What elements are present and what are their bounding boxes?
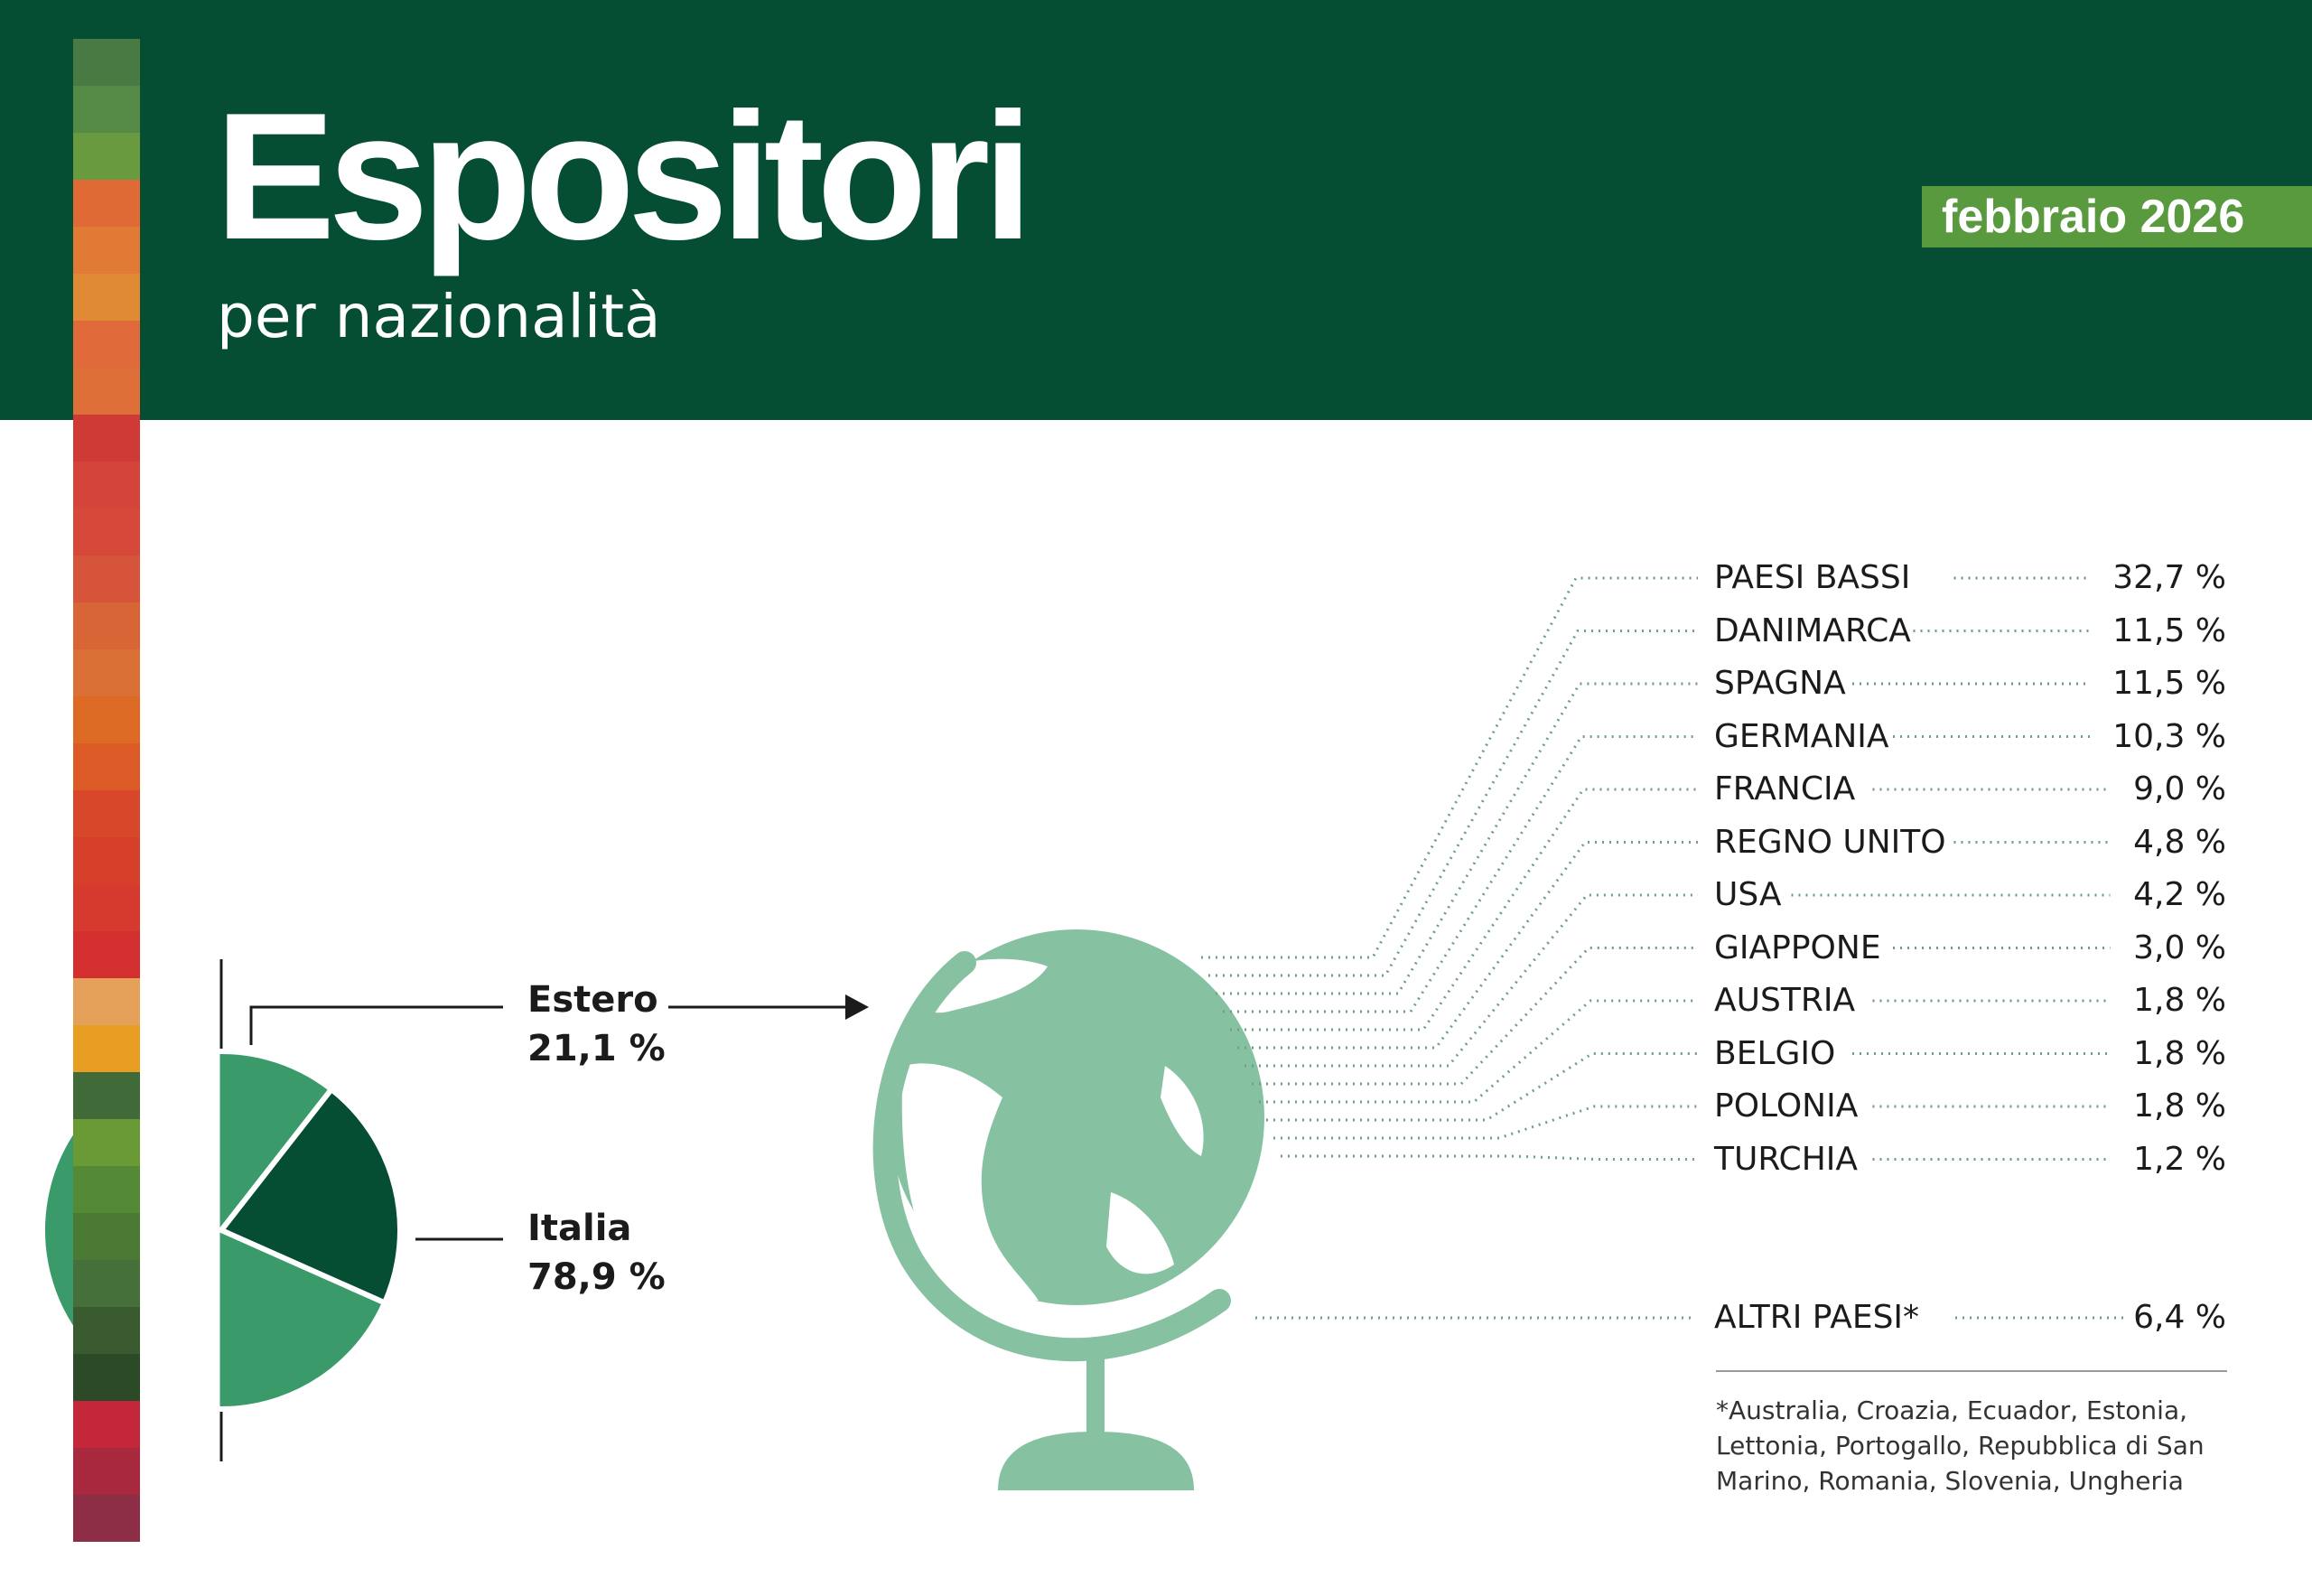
stripe-segment (73, 1119, 140, 1166)
country-connector-line (1216, 682, 1698, 995)
country-connector-line (1281, 1154, 1698, 1161)
country-name: BELGIO (1714, 1034, 1836, 1072)
decorative-color-stripe (73, 39, 140, 1596)
stripe-segment (73, 321, 140, 368)
stripe-segment (73, 649, 140, 696)
other-countries-name: ALTRI PAESI* (1714, 1299, 1920, 1336)
stripe-segment (73, 978, 140, 1025)
country-value: 1,8 % (2133, 982, 2226, 1019)
country-connector-line (1273, 1105, 1698, 1140)
pie-mask (135, 1033, 220, 1427)
country-name: USA (1714, 876, 1782, 913)
stripe-segment (73, 1354, 140, 1401)
country-connector-line (1201, 576, 1698, 959)
stripe-segment (73, 743, 140, 790)
country-connector-line (1252, 947, 1698, 1086)
stripe-segment (73, 509, 140, 555)
country-connector-line (1266, 1052, 1698, 1122)
stripe-segment (73, 555, 140, 602)
stripe-segment (73, 884, 140, 931)
stripe-segment (73, 86, 140, 133)
country-name: GIAPPONE (1714, 929, 1881, 966)
italia-label-value: 78,9 % (527, 1256, 666, 1298)
stripe-segment (73, 133, 140, 180)
country-name: DANIMARCA (1714, 611, 1911, 649)
stripe-segment (73, 1072, 140, 1119)
stripe-segment (73, 368, 140, 415)
country-connector-line (1223, 735, 1698, 1013)
stripe-segment (73, 415, 140, 462)
stripe-segment (73, 1495, 140, 1542)
page-title: Espositori (215, 76, 1033, 277)
country-connectors (1201, 576, 2127, 1320)
globe-icon (872, 929, 1264, 1490)
footnote-rule (1716, 1370, 2227, 1372)
country-value: 11,5 % (2112, 611, 2226, 649)
country-name: FRANCIA (1714, 770, 1856, 807)
country-value: 1,2 % (2133, 1140, 2226, 1178)
stripe-segment (73, 1307, 140, 1354)
country-name: TURCHIA (1714, 1140, 1859, 1178)
estero-label-name: Estero (527, 979, 658, 1021)
estero-arrow-head (845, 994, 869, 1020)
country-value: 1,8 % (2133, 1087, 2226, 1125)
country-value: 4,8 % (2133, 823, 2226, 861)
country-value: 4,2 % (2133, 876, 2226, 913)
country-name: PAESI BASSI (1714, 559, 1911, 596)
country-connector-line (1208, 630, 1698, 977)
estero-connector (249, 1005, 503, 1045)
page-subtitle: per nazionalità (217, 282, 661, 351)
country-connector-line (1237, 841, 1698, 1050)
estero-label: Estero 21,1 % (527, 975, 666, 1073)
country-value: 32,7 % (2112, 559, 2226, 596)
estero-label-value: 21,1 % (527, 1028, 666, 1069)
stripe-segment (73, 1448, 140, 1495)
country-value: 3,0 % (2133, 929, 2226, 966)
country-name: AUSTRIA (1714, 982, 1856, 1019)
stripe-segment (73, 39, 140, 86)
italia-label: Italia 78,9 % (527, 1204, 666, 1302)
country-name: POLONIA (1714, 1087, 1859, 1125)
other-countries-value: 6,4 % (2133, 1299, 2226, 1336)
country-name: REGNO UNITO (1714, 823, 1946, 861)
country-value: 10,3 % (2112, 717, 2226, 755)
country-value: 9,0 % (2133, 770, 2226, 807)
stripe-segment (73, 462, 140, 509)
country-value: 11,5 % (2112, 665, 2226, 702)
stripe-segment (73, 1025, 140, 1072)
stripe-segment (73, 602, 140, 649)
country-name: SPAGNA (1714, 665, 1846, 702)
stripe-segment (73, 1213, 140, 1260)
date-badge: febbraio 2026 (1922, 186, 2312, 247)
stripe-segment (73, 931, 140, 978)
footnote: *Australia, Croazia, Ecuador, Estonia, L… (1716, 1395, 2205, 1496)
italia-label-name: Italia (527, 1208, 632, 1249)
stripe-segment (73, 790, 140, 837)
stripe-segment (73, 1401, 140, 1448)
country-connector-line (1259, 999, 1698, 1104)
country-value: 1,8 % (2133, 1034, 2226, 1072)
stripe-segment (73, 1260, 140, 1307)
stripe-segment (73, 1166, 140, 1213)
stripe-segment (73, 227, 140, 274)
stripe-segment (73, 274, 140, 321)
stripe-segment (73, 696, 140, 743)
stripe-segment (73, 837, 140, 884)
stripe-segment (73, 180, 140, 227)
country-connector-line (1230, 788, 1698, 1031)
country-name: GERMANIA (1714, 717, 1889, 755)
country-connector-line (1245, 893, 1698, 1068)
